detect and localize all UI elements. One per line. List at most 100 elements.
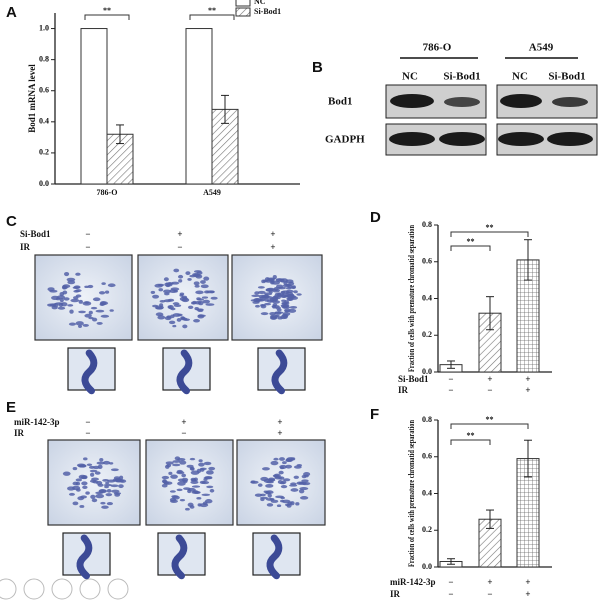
chromosome [169,497,177,502]
y-tick-label: 0.8 [422,415,432,424]
chromosome [295,502,300,506]
chromosome [261,279,266,284]
y-tick-label: 1.0 [39,23,49,32]
chromosome [269,312,276,316]
chromosome [158,288,164,292]
significance-label: ** [208,6,216,15]
chromosome [72,467,78,471]
chromosome [177,274,184,279]
chromosome [299,482,307,485]
chromosome [280,484,288,489]
condition-mark: + [270,229,275,239]
y-tick-label: 0.0 [422,367,432,376]
chromosome [57,306,66,310]
condition-mark: + [525,374,530,384]
chromosome [70,298,80,303]
chromosome [267,493,272,498]
chromosome [190,480,199,485]
cell-line: A549 [529,42,554,54]
condition-mark: + [487,374,492,384]
chromatid [76,534,93,580]
chromosome [210,296,218,300]
chromosome [266,503,274,507]
chromosome [170,474,178,479]
significance-label: ** [486,415,494,424]
chromosome [164,316,172,321]
chromosome [252,301,260,304]
chromosome [304,474,309,478]
chromosome [169,490,176,493]
chromosome [275,278,283,283]
chromosome [111,489,120,493]
chromosome [174,456,181,461]
condition-label: miR-142-3p [390,577,436,587]
chromosome [104,290,110,294]
legend-swatch [235,7,251,17]
chromosome [191,485,201,488]
chromatid [266,534,283,580]
significance-label: ** [467,431,475,440]
chromosome [285,291,293,296]
chromosome [96,321,103,325]
chromosome [198,459,203,463]
chromosome [172,313,182,317]
chromosome [181,295,188,299]
condition-mark: + [177,229,182,239]
condition-mark: + [277,417,282,427]
significance-bracket [450,245,491,251]
significance-bracket [189,14,235,20]
legend-label: NC [254,0,266,6]
significance-bracket [450,231,529,237]
y-tick-label: 0.8 [39,54,49,63]
chromosome [178,279,183,283]
chromosome [92,480,99,484]
chromosome [56,295,66,300]
micrograph [34,254,133,341]
chromosome [105,493,113,497]
bar [185,28,213,185]
chromosome [290,501,295,506]
chromosome [63,297,70,301]
chromosome [88,310,93,315]
chromosome [277,292,282,297]
chromosome [290,482,297,486]
significance-bracket [84,14,130,20]
chromosome [271,304,280,308]
chromosome [196,271,203,275]
chromosome [200,280,206,284]
y-tick-label: 0.2 [422,330,432,339]
condition-mark: + [181,417,186,427]
cell-line: 786-O [423,42,452,54]
chromosome [262,467,270,471]
significance-bracket [450,423,529,429]
chromosome [92,297,101,302]
chromosome [202,299,211,304]
chromosome [164,464,170,469]
chromosome [199,467,207,471]
chromosome [89,469,98,473]
toolbar [0,578,129,600]
chromosome [67,280,76,285]
chromosome [90,306,98,310]
significance-bracket [450,439,491,445]
chromosome [280,290,286,294]
chromosome [272,295,278,300]
chromosome [110,468,119,472]
chromosome [101,505,109,509]
chromosome [187,502,194,507]
chromosome [87,284,94,289]
chromosome [289,305,298,309]
chromosome [47,303,56,307]
chromosome [82,323,89,327]
chromosome [274,476,283,480]
chromosome [61,285,67,290]
condition-label: Si-Bod1 [398,374,429,384]
chromosome [173,304,182,308]
chromosome [176,471,185,475]
blot [385,84,598,156]
chromosome [201,296,209,299]
row-label: GADPH [325,134,365,146]
chromosome [296,293,302,296]
condition-mark: − [177,242,182,252]
chromosome [205,303,215,306]
